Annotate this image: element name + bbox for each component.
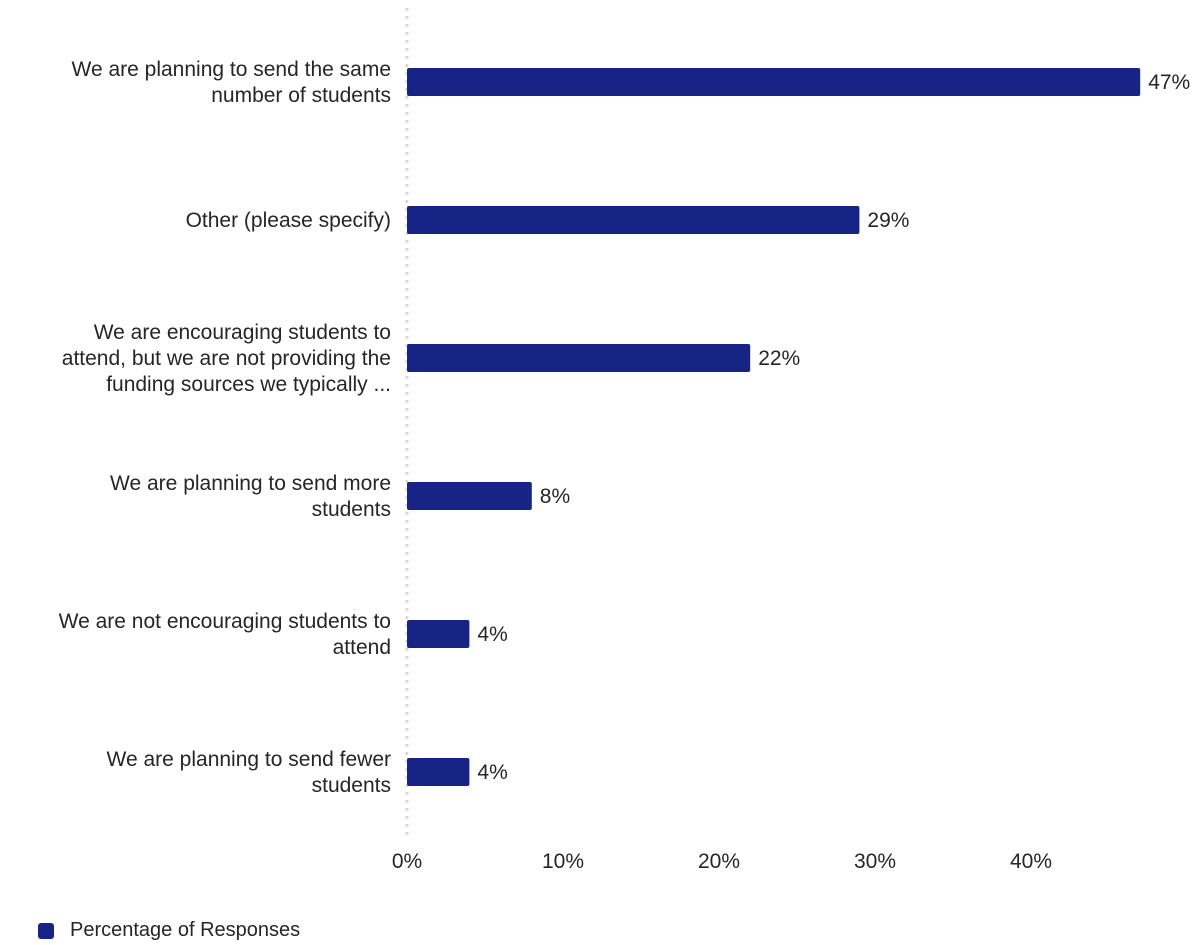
x-tick-label: 30%: [854, 850, 896, 873]
value-label: 47%: [1148, 71, 1190, 94]
category-label: We are not encouraging students to attend: [59, 610, 391, 659]
category-label: Other (please specify): [186, 209, 391, 232]
bar: [407, 206, 860, 234]
bar: [407, 482, 532, 510]
bar-chart: We are planning to send the same number o…: [59, 8, 1190, 873]
bar: [407, 68, 1141, 96]
value-labels: 47% 29% 22% 8% 4% 4%: [477, 71, 1190, 784]
bars: [407, 68, 1141, 786]
x-tick-label: 10%: [542, 850, 584, 873]
category-label: We are planning to send fewer students: [107, 748, 391, 797]
value-label: 4%: [477, 761, 507, 784]
legend: Percentage of Responses: [38, 919, 300, 942]
value-label: 4%: [477, 623, 507, 646]
value-label: 22%: [758, 347, 800, 370]
value-label: 29%: [867, 209, 909, 232]
x-tick-label: 0%: [392, 850, 422, 873]
legend-swatch: [38, 922, 54, 939]
legend-label: Percentage of Responses: [70, 919, 301, 941]
category-label: We are planning to send more students: [110, 472, 391, 521]
bar: [407, 344, 751, 372]
x-tick-labels: 0% 10% 20% 30% 40%: [392, 850, 1052, 873]
bar: [407, 758, 470, 786]
x-tick-label: 40%: [1010, 850, 1052, 873]
category-label: We are encouraging students to attend, bu…: [62, 321, 391, 396]
x-tick-label: 20%: [698, 850, 740, 873]
value-label: 8%: [540, 485, 570, 508]
category-labels: We are planning to send the same number o…: [59, 58, 391, 797]
bar: [407, 620, 470, 648]
category-label: We are planning to send the same number o…: [72, 58, 391, 107]
